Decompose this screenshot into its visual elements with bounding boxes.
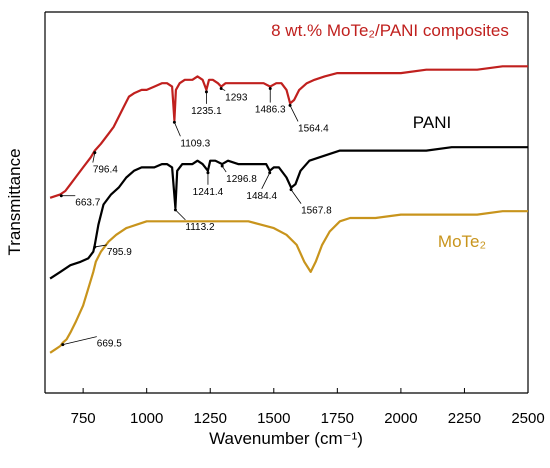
x-tick-label-3: 1500 [257, 410, 290, 427]
peak-label-13: 669.5 [97, 339, 122, 350]
y-axis-title: Transmittance [5, 148, 24, 255]
peak-arrow-head-6 [59, 194, 63, 198]
peak-arrow-head-13 [61, 343, 65, 347]
peak-arrow-head-1 [204, 90, 208, 94]
peak-arrow-7 [175, 209, 186, 221]
peak-arrow-head-10 [268, 171, 272, 175]
peak-label-3: 1486.3 [255, 105, 286, 116]
series-line-1 [49, 146, 528, 280]
peak-label-1: 1235.1 [191, 106, 222, 117]
peak-arrow-head-7 [173, 208, 177, 212]
peak-label-6: 663.7 [75, 198, 100, 209]
peak-label-5: 796.4 [93, 165, 118, 176]
x-tick-label-1: 1000 [130, 410, 163, 427]
peak-label-0: 1109.3 [180, 138, 210, 149]
x-axis-title: Wavenumber (cm⁻¹) [209, 429, 363, 448]
peak-label-7: 1113.2 [185, 222, 215, 233]
peak-arrow-5 [92, 152, 96, 163]
peak-label-8: 1241.4 [193, 187, 224, 198]
peak-arrow-head-3 [268, 87, 272, 91]
peak-arrow-head-12 [93, 245, 97, 249]
peak-arrow-head-8 [206, 171, 210, 175]
peak-arrow-head-0 [172, 120, 176, 124]
x-tick-label-4: 1750 [321, 410, 354, 427]
peak-arrow-head-4 [288, 103, 292, 107]
x-tick-label-7: 2500 [511, 410, 544, 427]
peak-arrow-10 [261, 172, 271, 189]
series-label-0: 8 wt.% MoTe₂/PANI composites [271, 21, 509, 40]
series-label-2: MoTe₂ [438, 232, 486, 251]
peak-arrow-head-5 [93, 151, 97, 155]
peak-label-11: 1567.8 [301, 206, 332, 217]
peak-arrow-head-11 [289, 188, 293, 192]
x-tick-label-2: 1250 [194, 410, 227, 427]
peak-arrow-12 [94, 244, 107, 248]
series-layer [49, 65, 528, 354]
peak-arrow-head-9 [220, 164, 224, 168]
series-line-0 [49, 65, 528, 199]
series-label-1: PANI [413, 113, 451, 132]
x-ticks: 750 1000 1250 1500 1750 2000 2250 2500 [71, 388, 545, 427]
x-tick-label-0: 750 [71, 410, 96, 427]
series-line-2 [49, 210, 528, 354]
peak-label-10: 1484.4 [246, 191, 277, 202]
peak-arrow-4 [289, 105, 299, 122]
peak-arrow-11 [290, 189, 302, 204]
peak-label-9: 1296.8 [226, 174, 257, 185]
peak-label-4: 1564.4 [298, 123, 329, 134]
series-labels: 8 wt.% MoTe₂/PANI composites PANI MoTe₂ [271, 21, 509, 251]
peak-label-2: 1293 [225, 93, 248, 104]
peak-arrow-0 [174, 122, 181, 137]
x-tick-label-6: 2250 [448, 410, 481, 427]
peak-arrow-13 [62, 336, 97, 346]
peak-arrow-head-2 [219, 87, 223, 91]
peak-label-12: 795.9 [107, 247, 132, 258]
x-tick-label-5: 2000 [384, 410, 417, 427]
plot-area [44, 11, 529, 394]
